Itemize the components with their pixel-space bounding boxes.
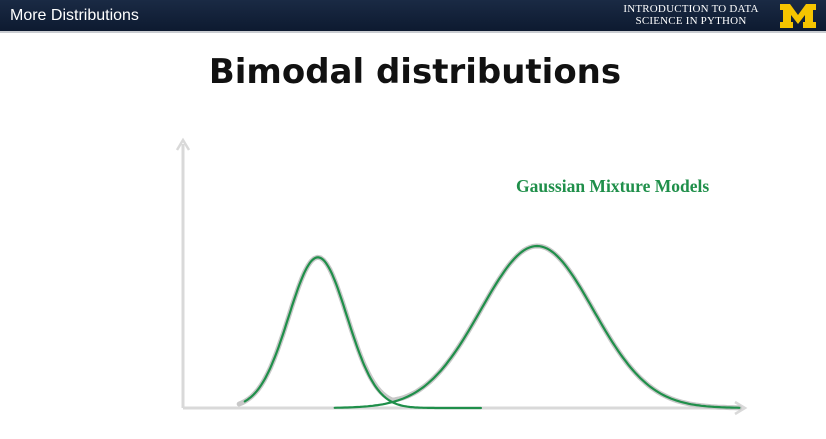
gmm-annotation: Gaussian Mixture Models <box>516 176 710 196</box>
course-label: INTRODUCTION TO DATA SCIENCE IN PYTHON <box>610 3 772 27</box>
gaussian-component-1-curve <box>243 256 482 410</box>
header-title: More Distributions <box>10 7 139 24</box>
slide-title: Bimodal distributions <box>208 52 622 92</box>
mixture-total-curve <box>236 243 742 411</box>
gaussian-component-2-curve <box>333 244 741 409</box>
plot-curves <box>236 243 742 411</box>
course-label-line2: SCIENCE IN PYTHON <box>635 15 747 27</box>
x-axis-arrow <box>734 400 748 416</box>
y-axis-arrow <box>175 137 191 151</box>
header-bar: More Distributions INTRODUCTION TO DATA … <box>0 0 826 33</box>
course-label-line1: INTRODUCTION TO DATA <box>623 3 759 15</box>
university-logo-icon <box>780 4 816 28</box>
